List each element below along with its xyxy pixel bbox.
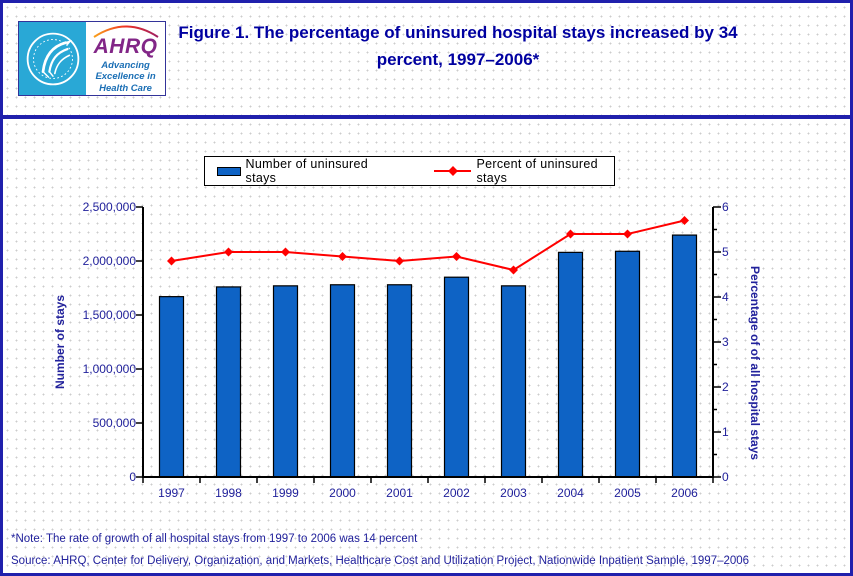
x-axis-label-2000: 2000 <box>329 486 356 500</box>
tagline-line-3: Health Care <box>99 82 152 94</box>
bar-2004 <box>557 251 584 478</box>
bar-2005 <box>614 250 641 478</box>
bar-1998 <box>215 286 242 478</box>
marker-2003 <box>509 265 518 275</box>
hhs-seal-icon <box>19 22 87 95</box>
right-axis-tick-2: 2 <box>722 380 729 394</box>
tagline-line-2: Excellence in <box>95 71 156 83</box>
marker-1998 <box>224 247 233 257</box>
ahrq-tagline: Advancing Excellence in Health Care <box>95 60 155 94</box>
right-axis-title: Percentage of of all hospital stays <box>748 265 762 461</box>
x-axis-label-1997: 1997 <box>158 486 185 500</box>
right-axis-tick-6: 6 <box>722 200 729 214</box>
bar-2000 <box>329 284 356 478</box>
ahrq-logo: AHRQ Advancing Excellence in Health Care <box>86 22 165 95</box>
left-axis-tick-1500000: 1,500,000 <box>82 308 136 322</box>
marker-2002 <box>452 252 461 261</box>
bar-2003 <box>500 285 527 478</box>
figure-title: Figure 1. The percentage of uninsured ho… <box>178 23 738 69</box>
left-axis-title: Number of stays <box>53 294 67 390</box>
left-axis-tick-2000000: 2,000,000 <box>82 254 136 268</box>
source-line: Source: AHRQ, Center for Delivery, Organ… <box>11 555 750 567</box>
marker-1997 <box>167 256 176 266</box>
legend-label-line: Percent of uninsured stays <box>476 157 598 185</box>
marker-2005 <box>623 229 632 239</box>
marker-1999 <box>281 247 290 257</box>
ahrq-hhs-logo: AHRQ Advancing Excellence in Health Care <box>18 21 166 96</box>
legend-item-line: Percent of uninsured stays <box>386 157 614 185</box>
right-axis-tick-5: 5 <box>722 245 729 259</box>
plot-area <box>136 206 721 483</box>
chart-legend: Number of uninsured stays Percent of uni… <box>204 156 615 186</box>
right-axis-tick-3: 3 <box>722 335 729 349</box>
bar-2001 <box>386 284 413 478</box>
footnote: *Note: The rate of growth of all hospita… <box>11 533 418 545</box>
right-axis-tick-4: 4 <box>722 290 729 304</box>
bar-2006 <box>671 234 698 478</box>
bar-1997 <box>158 296 185 478</box>
rainbow-arc-icon <box>92 25 159 39</box>
x-axis-label-1999: 1999 <box>272 486 299 500</box>
ahrq-wordmark: AHRQ <box>93 35 158 59</box>
left-axis-tick-1000000: 1,000,000 <box>82 362 136 376</box>
x-axis-label-2003: 2003 <box>500 486 527 500</box>
x-axis-label-1998: 1998 <box>215 486 242 500</box>
left-axis-tick-500000: 500,000 <box>92 416 136 430</box>
marker-2006 <box>680 216 689 225</box>
bar-1999 <box>272 285 299 478</box>
right-axis-tick-0: 0 <box>722 470 729 484</box>
x-axis-label-2005: 2005 <box>614 486 641 500</box>
left-axis-tick-0: 0 <box>129 470 136 484</box>
x-axis-label-2002: 2002 <box>443 486 470 500</box>
header: AHRQ Advancing Excellence in Health Care… <box>3 3 850 114</box>
legend-label-bars: Number of uninsured stays <box>245 157 368 185</box>
header-divider <box>3 115 850 119</box>
bar-2002 <box>443 276 470 478</box>
tagline-line-1: Advancing <box>101 60 150 72</box>
x-axis-label-2001: 2001 <box>386 486 413 500</box>
right-axis-tick-1: 1 <box>722 425 729 439</box>
percent-line <box>171 219 685 272</box>
x-axis-label-2006: 2006 <box>671 486 698 500</box>
legend-item-bars: Number of uninsured stays <box>205 157 386 185</box>
x-axis-label-2004: 2004 <box>557 486 584 500</box>
left-axis-tick-2500000: 2,500,000 <box>82 200 136 214</box>
bar-swatch-icon <box>217 166 241 176</box>
marker-2000 <box>338 252 347 261</box>
marker-2004 <box>566 229 575 239</box>
marker-2001 <box>395 256 404 266</box>
line-diamond-icon <box>434 166 472 176</box>
